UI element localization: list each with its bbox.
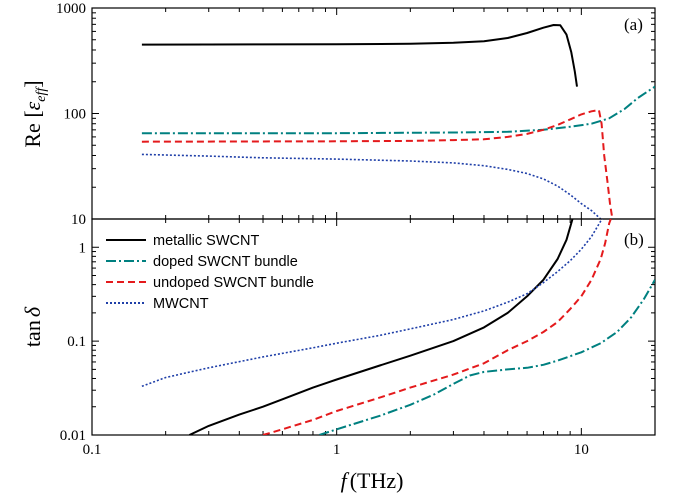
panel-a-ylabel: Re [εeff] <box>20 80 49 147</box>
panel-b-ylabel: tan δ <box>20 306 45 347</box>
panel-b-ylabel-main: tan <box>20 320 45 347</box>
panel-b-series-undoped <box>262 219 612 435</box>
legend-label-doped: doped SWCNT bundle <box>153 254 298 270</box>
panel-a-plot-area <box>141 24 655 219</box>
panel-b-ytick-label: 0.01 <box>60 428 86 444</box>
legend-label-undoped: undoped SWCNT bundle <box>153 275 314 291</box>
panel-a: 10 100 1000 <box>56 1 656 228</box>
panel-a-ytick-label: 10 <box>71 212 86 228</box>
panel-b-series-doped <box>319 279 655 435</box>
panel-a-series-undoped <box>141 109 614 219</box>
panel-a-ylabel-close: ] <box>20 80 45 87</box>
x-tick-label: 10 <box>574 442 589 458</box>
panel-a-ytick-label: 100 <box>64 107 87 123</box>
x-axis-label-unit: (THz) <box>350 468 404 493</box>
x-tick-label: 0.1 <box>83 442 102 458</box>
legend-label-mwcnt: MWCNT <box>153 296 209 312</box>
panel-a-ylabel-symbol: ε <box>20 101 45 110</box>
panel-a-ylabel-sub: eff <box>34 86 49 102</box>
panel-b-ytick-label: 1 <box>79 240 87 256</box>
panel-a-frame <box>91 7 656 220</box>
panel-b-series-metallic <box>188 219 574 435</box>
panel-a-series-metallic <box>141 24 578 87</box>
x-tick-label: 1 <box>333 442 341 458</box>
x-axis-label: f (THz) <box>341 468 404 493</box>
panel-a-label: (a) <box>624 15 643 34</box>
panel-a-series-mwcnt <box>141 153 602 219</box>
panel-b-ylabel-symbol: δ <box>20 306 45 317</box>
panel-b-label: (b) <box>624 230 644 249</box>
panel-a-ytick-label: 1000 <box>56 1 86 17</box>
panel-b-frame <box>91 218 656 436</box>
panel-b-series-mwcnt <box>141 219 604 388</box>
x-axis-label-symbol: f <box>341 468 350 493</box>
panel-a-series-doped <box>141 85 655 135</box>
panel-a-ylabel-main: Re [ <box>20 110 45 147</box>
legend-label-metallic: metallic SWCNT <box>153 233 259 249</box>
panel-b-ytick-label: 0.1 <box>67 334 86 350</box>
legend: metallic SWCNT doped SWCNT bundle undoped … <box>106 233 314 312</box>
panel-b-plot-area <box>141 219 655 435</box>
